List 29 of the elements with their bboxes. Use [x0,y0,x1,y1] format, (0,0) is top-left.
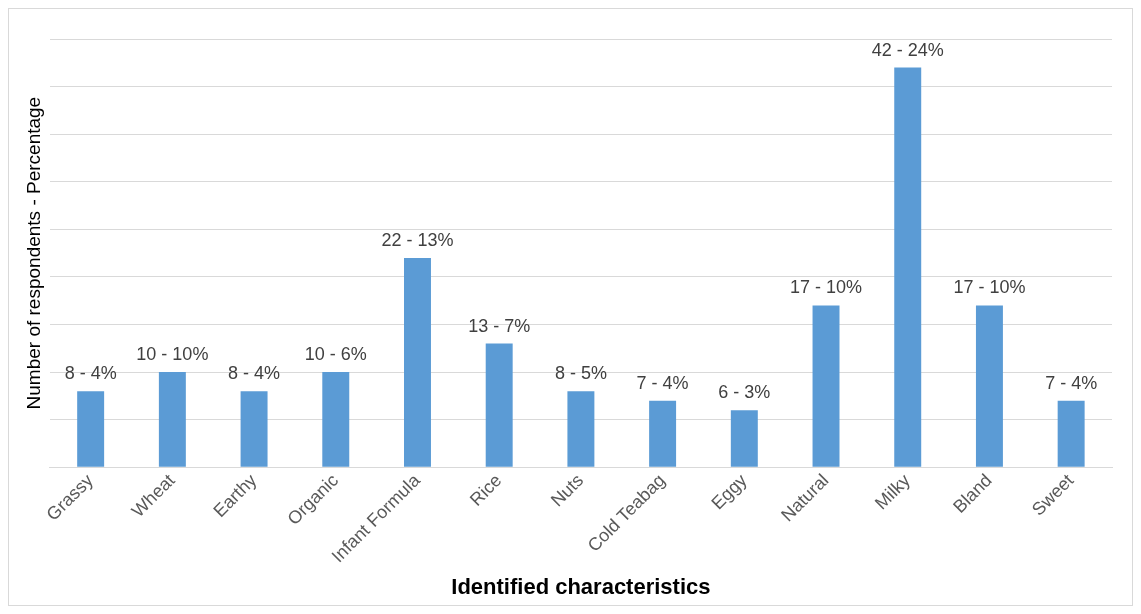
bar [485,343,513,467]
data-label: 17 - 10% [790,277,863,298]
y-axis-title: Number of respondents - Percentage [22,96,44,410]
bar [158,372,186,467]
data-label: 22 - 13% [381,229,454,250]
data-label: 10 - 6% [304,344,367,365]
bar [322,372,350,467]
bar [730,410,758,467]
bar [894,67,922,467]
x-axis-title: Identified characteristics [451,573,711,599]
bar [812,305,840,467]
data-label: 6 - 3% [718,382,771,403]
bar [975,305,1003,467]
data-label: 7 - 4% [1045,372,1098,393]
data-label: 13 - 7% [468,315,531,336]
data-label: 7 - 4% [636,372,689,393]
data-label: 8 - 4% [64,363,117,384]
bar [77,391,105,467]
bar [240,391,268,467]
data-label: 10 - 10% [136,344,209,365]
data-label: 17 - 10% [953,277,1026,298]
data-label: 42 - 24% [871,39,944,60]
x-tick-label: Rice [465,470,506,510]
bar [1057,400,1085,467]
bar [649,400,677,467]
data-label: 8 - 5% [554,363,607,384]
bar [404,257,431,467]
data-label: 8 - 4% [228,363,281,384]
bar [567,391,595,467]
